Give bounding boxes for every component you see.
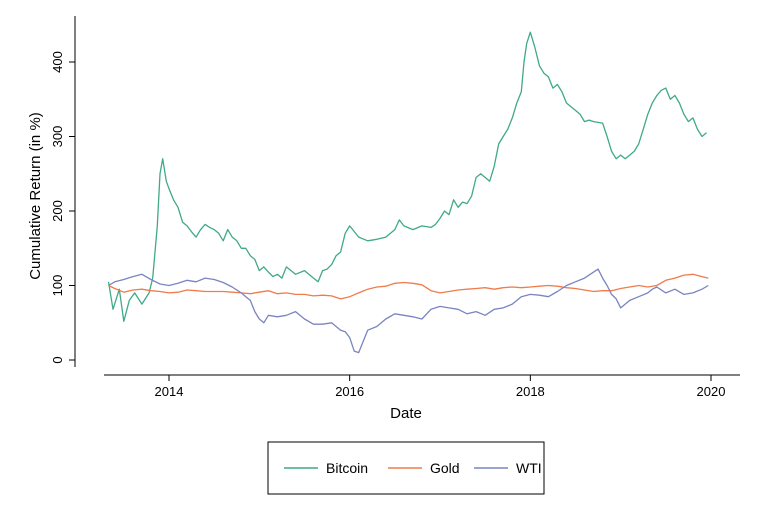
legend-label-bitcoin: Bitcoin bbox=[326, 460, 368, 476]
ticks: 0 100 200 300 400 2014 2016 2018 2020 bbox=[50, 51, 725, 399]
series-line-gold bbox=[108, 273, 709, 300]
x-tick-label: 2018 bbox=[516, 384, 545, 399]
y-tick-label: 200 bbox=[50, 200, 65, 222]
y-tick-label: 0 bbox=[50, 356, 65, 363]
legend-label-wti: WTI bbox=[516, 460, 542, 476]
series-lines bbox=[107, 31, 709, 354]
legend-label-gold: Gold bbox=[430, 460, 460, 476]
x-tick-label: 2020 bbox=[697, 384, 726, 399]
y-tick-label: 100 bbox=[50, 275, 65, 297]
axes bbox=[74, 16, 740, 376]
series-line-wti bbox=[108, 268, 709, 354]
y-tick-label: 300 bbox=[50, 126, 65, 148]
legend-items: Bitcoin Gold WTI bbox=[284, 460, 542, 476]
x-axis-title: Date bbox=[390, 405, 422, 422]
legend: Bitcoin Gold WTI bbox=[267, 441, 545, 495]
x-tick-label: 2014 bbox=[155, 384, 184, 399]
x-tick-label: 2016 bbox=[335, 384, 364, 399]
y-axis-title: Cumulative Return (in %) bbox=[27, 112, 44, 280]
y-tick-label: 400 bbox=[50, 51, 65, 73]
series-line-bitcoin bbox=[107, 31, 707, 322]
